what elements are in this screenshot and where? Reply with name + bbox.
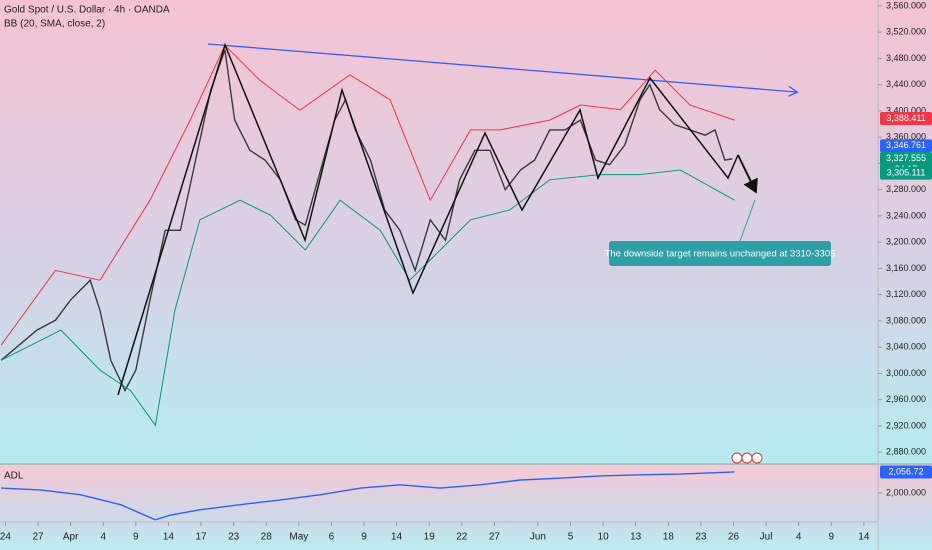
zigzag-pattern bbox=[117, 42, 739, 396]
y-tick-label: 3,520.000 bbox=[886, 27, 926, 37]
callout-pointer bbox=[739, 199, 756, 242]
series-line bbox=[0, 169, 735, 427]
x-tick-label: Jul bbox=[760, 532, 773, 543]
y-tick-label: 3,120.000 bbox=[886, 289, 926, 299]
x-tick-label: 14 bbox=[391, 532, 403, 543]
indicator-label: BB (20, SMA, close, 2) bbox=[4, 19, 105, 30]
price-tag-label: 3,388.411 bbox=[886, 113, 925, 123]
y-tick-label: 3,400.000 bbox=[886, 105, 926, 115]
x-tick-label: May bbox=[289, 532, 308, 543]
price-tag bbox=[880, 465, 932, 479]
x-tick-label: Jun bbox=[530, 532, 546, 543]
plot bbox=[0, 44, 735, 521]
y-tick-label: 3,080.000 bbox=[886, 315, 926, 325]
y-tick-label: 3,000.000 bbox=[886, 368, 926, 378]
x-tick-label: 18 bbox=[663, 532, 675, 543]
price-tag-label: 3,346.761 bbox=[886, 140, 926, 150]
x-tick-label: 10 bbox=[598, 532, 610, 543]
x-tick-label: 14 bbox=[163, 532, 175, 543]
price-tag bbox=[880, 139, 932, 153]
x-tick-label: 23 bbox=[695, 532, 707, 543]
price-tag bbox=[880, 166, 932, 180]
x-tick-label: 9 bbox=[361, 532, 367, 543]
y-tick-label: 3,240.000 bbox=[886, 210, 926, 220]
y-tick-label: 3,480.000 bbox=[886, 53, 926, 63]
series-line bbox=[1, 471, 735, 521]
event-icon[interactable] bbox=[751, 452, 763, 464]
x-tick-label: Apr bbox=[63, 532, 79, 543]
y-tick-label: 2,960.000 bbox=[886, 394, 926, 404]
x-tick-label: 27 bbox=[32, 532, 44, 543]
x-tick-label: 27 bbox=[489, 532, 501, 543]
trend-line bbox=[207, 43, 796, 92]
x-tick-label: 14 bbox=[858, 532, 870, 543]
price-tag-label: 3,327.555 bbox=[886, 153, 926, 163]
x-tick-label: 6 bbox=[329, 532, 335, 543]
callout-text: The downside target remains unchanged at… bbox=[605, 249, 836, 260]
y-tick-label: 3,280.000 bbox=[886, 184, 926, 194]
x-tick-label: 13 bbox=[630, 532, 642, 543]
y-tick-label: 3,360.000 bbox=[886, 132, 926, 142]
adl-label: ADL bbox=[4, 471, 24, 482]
y-tick-label: 3,200.000 bbox=[886, 237, 926, 247]
callout-box bbox=[609, 241, 831, 266]
x-tick-label: 9 bbox=[828, 532, 834, 543]
x-tick-label: 19 bbox=[424, 532, 436, 543]
y-tick-label: 3,160.000 bbox=[886, 263, 926, 273]
x-tick-label: 5 bbox=[568, 532, 574, 543]
y-tick-label: 3,560.000 bbox=[886, 0, 926, 10]
price-tag-label: 3,305.111 bbox=[887, 168, 926, 178]
price-tag-label: 2,056.72 bbox=[888, 466, 923, 476]
x-tick-label: 22 bbox=[456, 532, 468, 543]
x-tick-label: 17 bbox=[195, 532, 207, 543]
y-tick-label: 2,920.000 bbox=[886, 420, 926, 430]
chart-title: Gold Spot / U.S. Dollar · 4h · OANDA bbox=[4, 5, 170, 16]
x-tick-label: 26 bbox=[728, 532, 740, 543]
series-line bbox=[0, 44, 735, 346]
x-tick-label: 4 bbox=[796, 532, 802, 543]
y-tick-label: 3,040.000 bbox=[886, 342, 926, 352]
x-tick-label: 23 bbox=[228, 532, 240, 543]
target-arrow bbox=[737, 154, 758, 194]
y-tick-label: 2,880.000 bbox=[886, 447, 926, 457]
price-tag bbox=[880, 112, 932, 126]
event-icon[interactable] bbox=[731, 452, 743, 464]
y-tick-label: 3,440.000 bbox=[886, 79, 926, 89]
x-tick-label: 9 bbox=[133, 532, 139, 543]
x-tick-label: 4 bbox=[100, 532, 106, 543]
y-tick-label: 2,000.000 bbox=[886, 487, 926, 497]
event-icon[interactable] bbox=[741, 452, 753, 464]
x-tick-label: 24 bbox=[0, 532, 11, 543]
x-tick-label: 28 bbox=[261, 532, 273, 543]
series-line bbox=[0, 49, 733, 393]
